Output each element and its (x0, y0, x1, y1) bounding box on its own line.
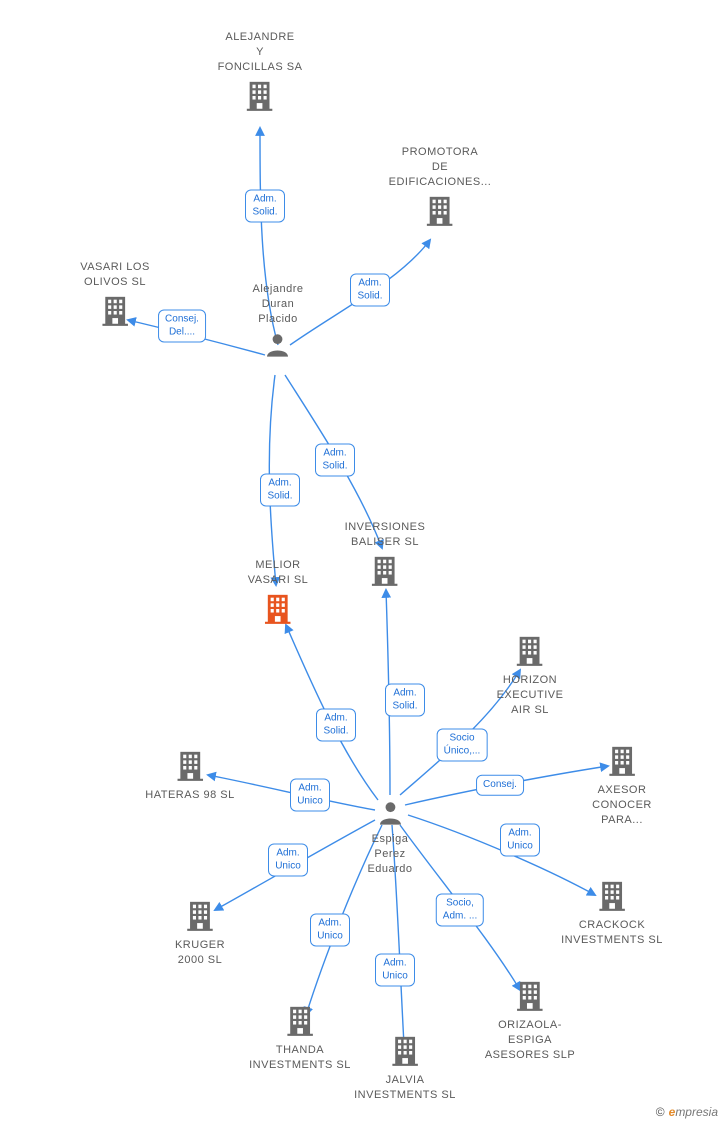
building-icon (513, 979, 547, 1018)
node-label: Espiga Perez Eduardo (367, 832, 412, 877)
edge-label: Adm. Unico (290, 779, 330, 812)
node-label: THANDA INVESTMENTS SL (249, 1043, 351, 1073)
node-label: KRUGER 2000 SL (175, 938, 225, 968)
building-icon (513, 979, 547, 1013)
edge-label: Adm. Solid. (315, 444, 355, 477)
node-label: JALVIA INVESTMENTS SL (354, 1073, 456, 1103)
edge-label: Socio, Adm. ... (436, 894, 484, 927)
person-icon (264, 331, 292, 364)
node-hateras[interactable]: HATERAS 98 SL (145, 745, 234, 803)
edge-label: Consej. Del.... (158, 310, 206, 343)
person-icon (376, 799, 404, 827)
node-label: MELIOR VASARI SL (248, 558, 309, 588)
building-icon (513, 634, 547, 668)
building-icon (261, 592, 295, 626)
node-vasari_olivos[interactable]: VASARI LOS OLIVOS SL (80, 260, 150, 333)
node-inversiones_baliser[interactable]: INVERSIONES BALISER SL (345, 520, 426, 593)
edge-label: Adm. Solid. (316, 709, 356, 742)
building-icon (605, 744, 639, 778)
building-icon (605, 744, 639, 783)
building-icon (261, 592, 295, 631)
node-crackock[interactable]: CRACKOCK INVESTMENTS SL (561, 875, 663, 948)
node-label: PROMOTORA DE EDIFICACIONES... (389, 145, 492, 190)
building-icon (98, 294, 132, 328)
building-icon (243, 79, 277, 113)
edge-label: Adm. Unico (310, 914, 350, 947)
building-icon (243, 79, 277, 118)
building-icon (98, 294, 132, 333)
node-kruger[interactable]: KRUGER 2000 SL (175, 895, 225, 968)
building-icon (283, 1004, 317, 1038)
node-orizaola[interactable]: ORIZAOLA- ESPIGA ASESORES SLP (485, 975, 575, 1063)
node-person_espiga[interactable]: Espiga Perez Eduardo (367, 795, 412, 877)
node-jalvia[interactable]: JALVIA INVESTMENTS SL (354, 1030, 456, 1103)
node-axesor[interactable]: AXESOR CONOCER PARA... (592, 740, 652, 828)
edge-label: Consej. (476, 775, 524, 796)
brand: empresia (669, 1105, 718, 1119)
building-icon (388, 1034, 422, 1068)
building-icon (423, 194, 457, 233)
copyright-symbol: © (656, 1105, 665, 1119)
copyright: © empresia (656, 1105, 718, 1119)
building-icon (368, 554, 402, 593)
person-icon (376, 799, 404, 832)
building-icon (388, 1034, 422, 1073)
edge-label: Adm. Unico (375, 954, 415, 987)
node-label: Alejandre Duran Placido (253, 282, 304, 327)
edge-label: Adm. Solid. (385, 684, 425, 717)
building-icon (283, 1004, 317, 1043)
building-icon (423, 194, 457, 228)
building-icon (173, 749, 207, 783)
node-horizon[interactable]: HORIZON EXECUTIVE AIR SL (497, 630, 564, 718)
node-label: HATERAS 98 SL (145, 788, 234, 803)
edge-label: Adm. Unico (500, 824, 540, 857)
building-icon (595, 879, 629, 918)
diagram-canvas: Adm. Solid. Adm. Solid. Consej. Del.... Adm… (0, 0, 728, 1125)
building-icon (183, 899, 217, 938)
building-icon (368, 554, 402, 588)
edge-label: Adm. Solid. (260, 474, 300, 507)
edge-label: Adm. Solid. (245, 190, 285, 223)
node-label: CRACKOCK INVESTMENTS SL (561, 918, 663, 948)
node-label: ALEJANDRE Y FONCILLAS SA (218, 30, 303, 75)
node-label: AXESOR CONOCER PARA... (592, 783, 652, 828)
node-label: VASARI LOS OLIVOS SL (80, 260, 150, 290)
building-icon (183, 899, 217, 933)
building-icon (173, 749, 207, 788)
node-alejandre_foncillas[interactable]: ALEJANDRE Y FONCILLAS SA (218, 30, 303, 118)
edge-label: Adm. Solid. (350, 274, 390, 307)
node-label: INVERSIONES BALISER SL (345, 520, 426, 550)
node-label: HORIZON EXECUTIVE AIR SL (497, 673, 564, 718)
edge-label: Adm. Unico (268, 844, 308, 877)
person-icon (264, 331, 292, 359)
node-label: ORIZAOLA- ESPIGA ASESORES SLP (485, 1018, 575, 1063)
node-promotora[interactable]: PROMOTORA DE EDIFICACIONES... (389, 145, 492, 233)
node-thanda[interactable]: THANDA INVESTMENTS SL (249, 1000, 351, 1073)
node-person_alejandre[interactable]: Alejandre Duran Placido (253, 282, 304, 364)
node-melior_vasari[interactable]: MELIOR VASARI SL (248, 558, 309, 631)
building-icon (513, 634, 547, 673)
building-icon (595, 879, 629, 913)
edge-label: Socio Único,... (437, 729, 488, 762)
